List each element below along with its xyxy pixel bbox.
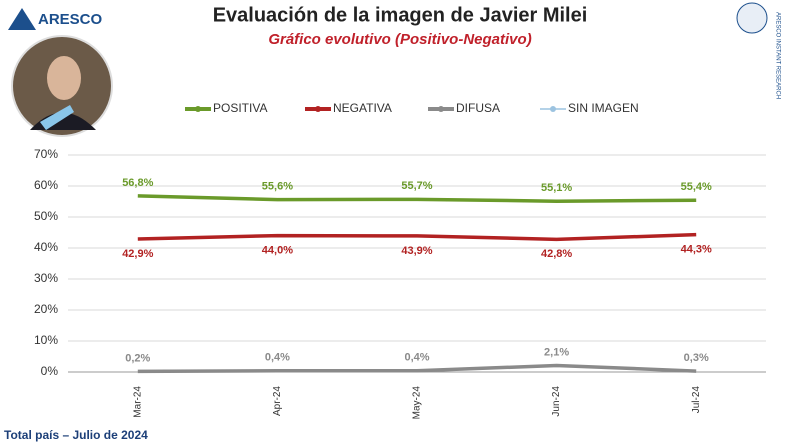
data-label: 55,7% [401,180,432,192]
data-label: 55,6% [262,181,293,193]
legend-label: NEGATIVA [333,101,392,115]
logo-right-icon [736,2,768,34]
legend-label: DIFUSA [456,101,500,115]
y-tick-label: 70% [34,147,58,161]
y-tick-label: 50% [34,209,58,223]
logo-left-icon [8,8,36,30]
data-label: 0,3% [684,352,709,364]
data-label: 0,4% [265,352,290,364]
data-label: 0,2% [125,352,150,364]
data-label: 43,9% [401,245,432,257]
y-tick-label: 60% [34,178,58,192]
data-label: 44,3% [681,244,712,256]
data-label: 56,8% [122,177,153,189]
footer: Total país – Julio de 2024 [4,428,148,442]
data-label: 44,0% [262,245,293,257]
y-tick-label: 40% [34,240,58,254]
legend-label: POSITIVA [213,101,267,115]
legend-marker [438,106,444,112]
x-tick-label: Apr-24 [272,386,283,416]
data-label: 55,1% [541,182,572,194]
legend-marker [550,106,556,112]
series-line [137,232,697,242]
x-tick-label: Jul-24 [691,386,702,414]
portrait-face [47,56,81,100]
legend-label: SIN IMAGEN [568,101,639,115]
x-tick-label: May-24 [412,386,423,420]
y-tick-label: 30% [34,271,58,285]
logo-right: ARESCO INSTANT RESEARCH [774,12,780,99]
logo-left: ARESCO [38,11,103,28]
legend-marker [315,106,321,112]
data-label: 0,4% [404,352,429,364]
y-tick-label: 0% [41,364,59,378]
x-tick-label: Jun-24 [551,386,562,417]
portrait-sash [40,105,74,130]
legend-marker [195,106,201,112]
y-tick-label: 10% [34,333,58,347]
chart-subtitle: Gráfico evolutivo (Positivo-Negativo) [268,31,531,48]
data-label: 42,8% [541,248,572,260]
y-tick-label: 20% [34,302,58,316]
data-label: 42,9% [122,248,153,260]
series-line [137,194,697,203]
data-label: 55,4% [681,181,712,193]
x-tick-label: Mar-24 [132,386,143,418]
data-label: 2,1% [544,346,569,358]
series-line [137,363,697,374]
chart-title: Evaluación de la imagen de Javier Milei [213,4,588,26]
